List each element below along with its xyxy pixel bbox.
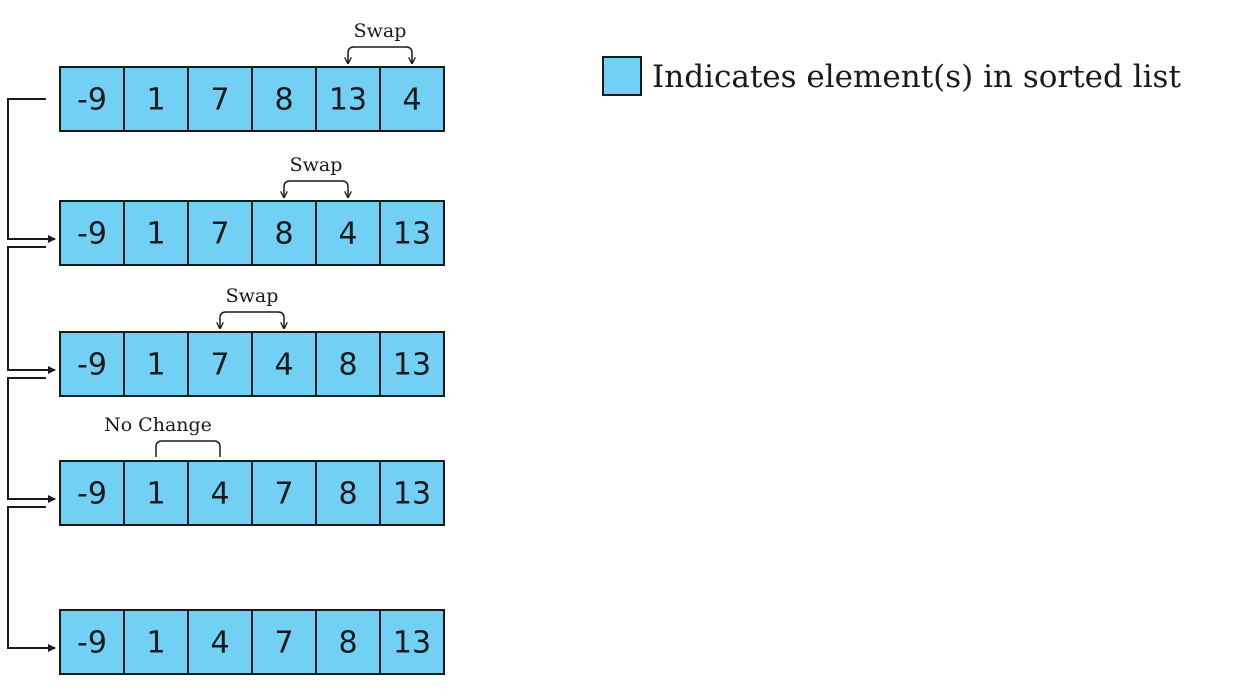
annotation: Swap: [354, 20, 407, 42]
cell: [251, 331, 317, 397]
cell: [123, 331, 189, 397]
cell-value: -9: [77, 477, 107, 512]
cell-value: 1: [146, 217, 165, 252]
cell-value: 4: [274, 348, 293, 383]
cell-value: 4: [402, 83, 421, 118]
cell-value: 13: [393, 348, 431, 383]
cell-value: 13: [393, 626, 431, 661]
bracket: [284, 180, 348, 197]
cell: [251, 609, 317, 675]
cell-value: 8: [338, 348, 357, 383]
cell: [187, 200, 253, 266]
cell-value: 4: [210, 477, 229, 512]
cell-value: 7: [274, 626, 293, 661]
connector: [7, 506, 56, 652]
annotation: Swap: [226, 285, 279, 307]
cell: [59, 331, 125, 397]
cell: [379, 200, 445, 266]
bracket: [348, 46, 412, 63]
legend-label: Indicates element(s) in sorted list: [652, 59, 1181, 95]
connector: [7, 246, 56, 374]
cell: [123, 66, 189, 132]
cell-value: 7: [274, 477, 293, 512]
bracket: [155, 440, 221, 457]
bracket: [220, 311, 284, 328]
cell: [379, 460, 445, 526]
annotation: Swap: [290, 154, 343, 176]
cell: [379, 331, 445, 397]
connector: [7, 98, 56, 243]
cell: [187, 460, 253, 526]
cell: [59, 609, 125, 675]
cell-value: 1: [146, 477, 165, 512]
cell-value: 1: [146, 83, 165, 118]
cell-value: -9: [77, 83, 107, 118]
cell: [315, 609, 381, 675]
cell-value: -9: [77, 626, 107, 661]
cell: [59, 66, 125, 132]
cell: [59, 200, 125, 266]
cell: [123, 200, 189, 266]
cell: [187, 609, 253, 675]
cell: [59, 460, 125, 526]
cell-value: -9: [77, 348, 107, 383]
cell-value: 1: [146, 348, 165, 383]
cell: [251, 460, 317, 526]
cell-value: 13: [393, 217, 431, 252]
cell-value: 7: [210, 83, 229, 118]
cell-value: 8: [338, 626, 357, 661]
cell-value: 4: [338, 217, 357, 252]
annotation: No Change: [104, 414, 212, 436]
cell-value: 8: [274, 217, 293, 252]
cell-value: 1: [146, 626, 165, 661]
cell-value: 7: [210, 348, 229, 383]
cell: [315, 331, 381, 397]
cell: [187, 66, 253, 132]
cell: [251, 200, 317, 266]
cell-value: 8: [274, 83, 293, 118]
legend-swatch: [602, 56, 642, 96]
cell: [315, 66, 381, 132]
cell-value: -9: [77, 217, 107, 252]
cell: [315, 460, 381, 526]
cell-value: 7: [210, 217, 229, 252]
cell-value: 8: [338, 477, 357, 512]
cell: [379, 66, 445, 132]
cell: [379, 609, 445, 675]
cell-value: 13: [329, 83, 367, 118]
cell-value: 4: [210, 626, 229, 661]
cell: [123, 460, 189, 526]
cell-value: 13: [393, 477, 431, 512]
connector: [7, 377, 56, 503]
